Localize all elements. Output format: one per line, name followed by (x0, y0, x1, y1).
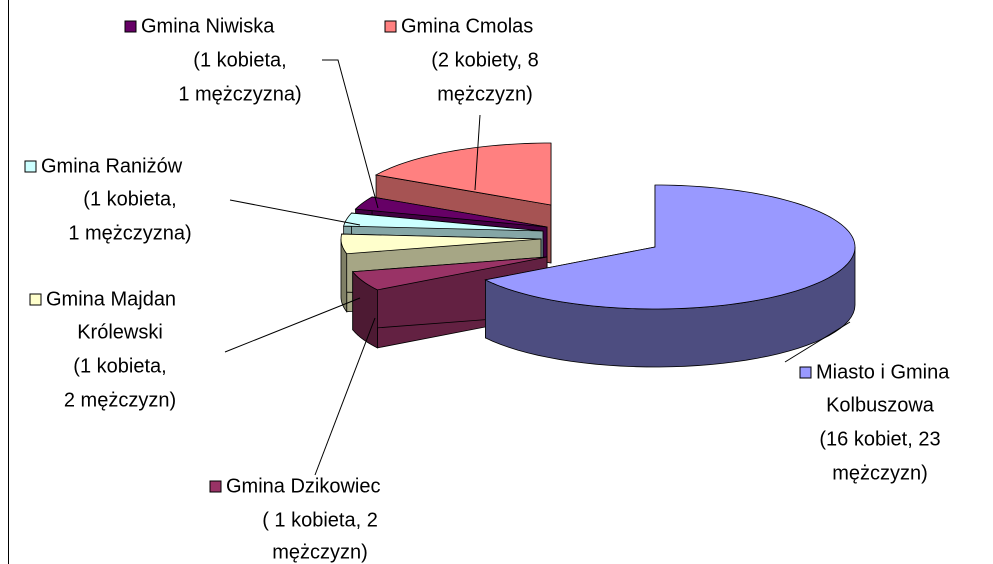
leader-line (784, 321, 851, 363)
slice-label: mężczyzn) (832, 462, 928, 484)
legend-swatch (384, 20, 397, 33)
slice-label: mężczyzn) (272, 541, 368, 563)
leader-line (224, 297, 361, 353)
pie-slice (484, 184, 856, 368)
slice-top (343, 212, 544, 232)
slice-label: Miasto i Gmina (816, 361, 950, 383)
slice-top (374, 142, 552, 206)
slice-label: Gmina Dzikowiec (226, 475, 380, 497)
slice-label: Gmina Raniżów (41, 155, 183, 177)
slice-label: Gmina Cmolas (401, 15, 533, 37)
slice-label: 2 mężczyzn) (64, 389, 176, 411)
slice-label: 1 mężczyzna) (68, 222, 191, 244)
slice-label: Gmina Niwiska (141, 15, 275, 37)
slice-label: Gmina Majdan (46, 288, 176, 310)
slice-label: 1 mężczyzna) (178, 83, 301, 105)
slice-top (340, 233, 542, 255)
slice-label: (1 kobieta, (73, 355, 166, 377)
slice-label: ( 1 kobieta, 2 (262, 509, 378, 531)
leader-line (314, 317, 376, 476)
slice-label: Królewski (77, 321, 163, 343)
leader-line (229, 199, 361, 226)
slice-top (354, 196, 548, 228)
legend-swatch (124, 20, 137, 33)
slice-label: (16 kobiet, 23 (819, 428, 940, 450)
slice-label: (2 kobiety, 8 (431, 49, 538, 71)
leader-line (322, 59, 379, 209)
legend-swatch (29, 293, 42, 306)
slice-top (351, 256, 548, 291)
legend-swatch (24, 160, 37, 173)
slice-top (484, 184, 856, 310)
leader-line (474, 114, 481, 191)
legend-swatch (209, 480, 222, 493)
legend-swatch (799, 366, 812, 379)
slice-label: mężczyzn) (437, 83, 533, 105)
slice-label: (1 kobieta, (193, 49, 286, 71)
slice-label: (1 kobieta, (83, 188, 176, 210)
slice-label: Kolbuszowa (826, 394, 935, 416)
